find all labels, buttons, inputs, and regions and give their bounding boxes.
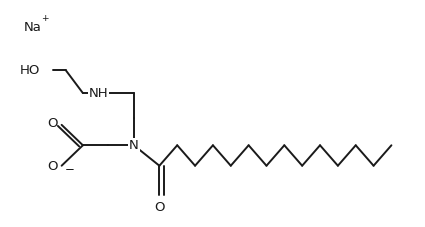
Text: HO: HO [20, 64, 40, 77]
Text: +: + [41, 14, 49, 23]
Text: O: O [48, 160, 58, 173]
Text: O: O [154, 201, 164, 214]
Text: O: O [48, 117, 58, 130]
Text: NH: NH [89, 86, 108, 100]
Text: N: N [129, 139, 139, 152]
Text: Na: Na [23, 21, 41, 34]
Text: −: − [65, 163, 75, 176]
